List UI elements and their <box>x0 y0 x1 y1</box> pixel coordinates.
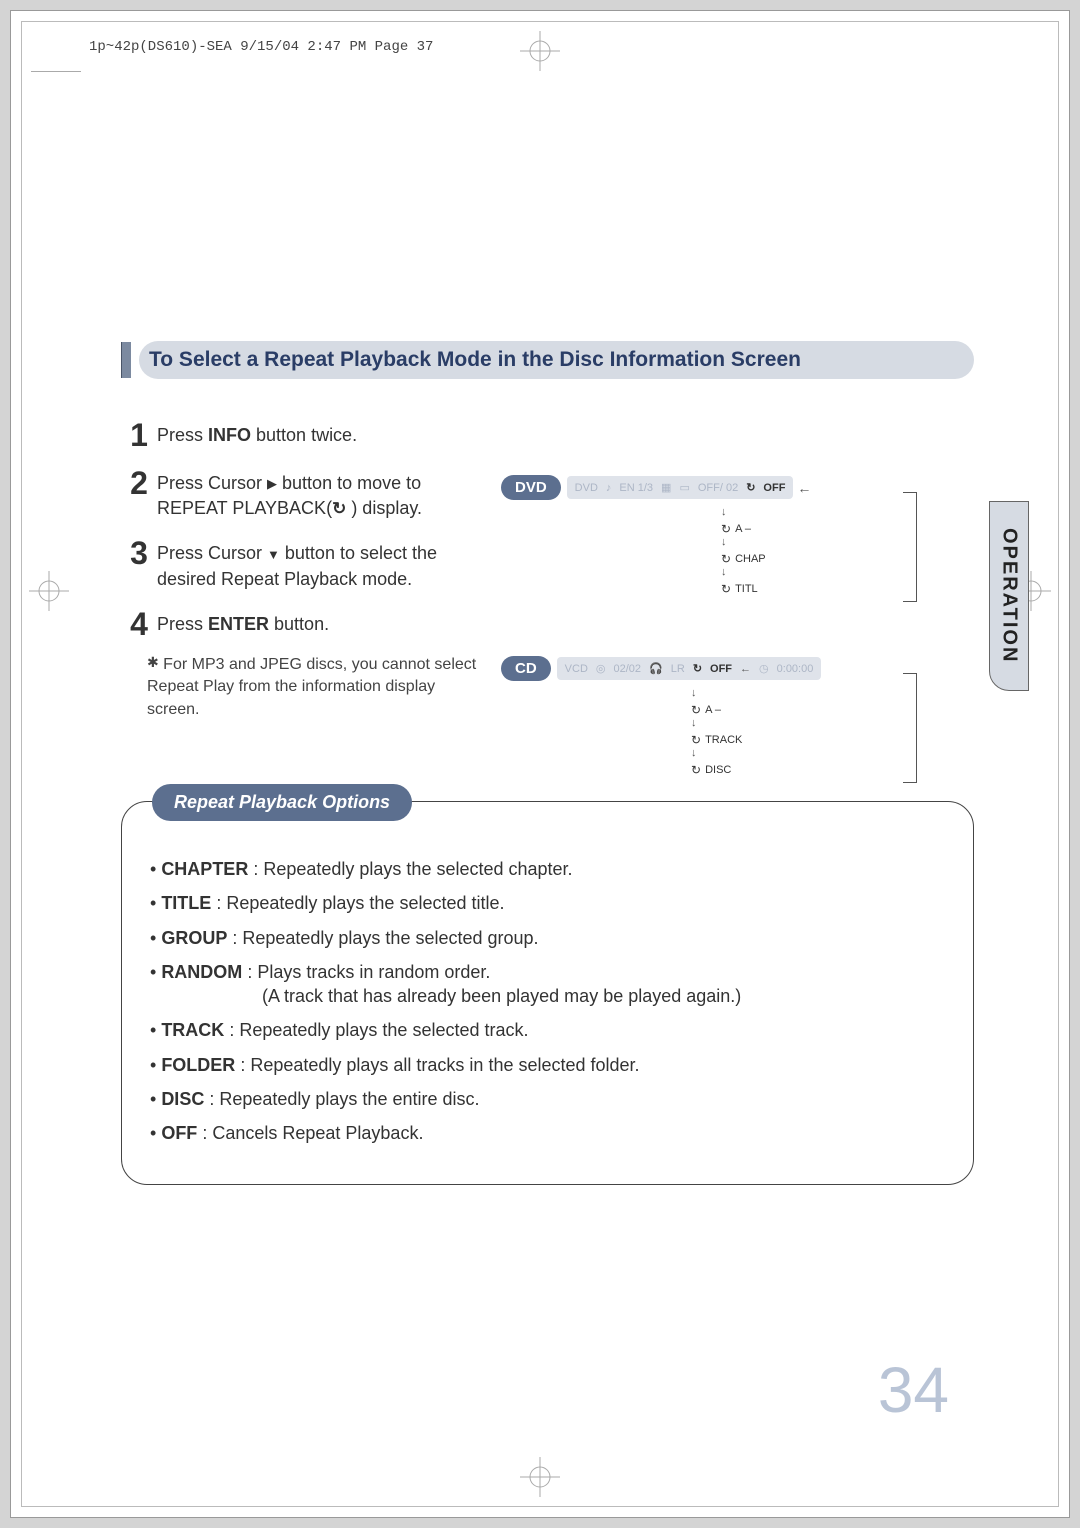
step-text: Press Cursor button to select the desire… <box>157 535 437 591</box>
asterisk-icon: ✱ <box>147 654 159 670</box>
step-number: 4 <box>121 606 157 640</box>
steps-column: 1 Press INFO button twice. 2 Press Curso… <box>121 417 481 721</box>
page-number: 34 <box>878 1353 949 1427</box>
cd-repeat-list: ↓ ↻A – ↓ ↻TRACK ↓ ↻DISC <box>691 687 901 777</box>
note-text: ✱ For MP3 and JPEG discs, you cannot sel… <box>147 654 481 721</box>
page-content: To Select a Repeat Playback Mode in the … <box>121 341 974 1417</box>
repeat-icon: ↻ <box>746 481 755 494</box>
step-text: Press Cursor button to move to REPEAT PL… <box>157 465 422 521</box>
cropmark-top <box>520 31 560 71</box>
osd-diagrams: DVD DVD ♪ EN 1/3 ▦ ▭ OFF/ 02 ↻ OFF ← <box>501 475 901 837</box>
subtitle-icon: ▭ <box>679 481 689 494</box>
repeat-icon: ↻ <box>721 552 731 566</box>
dolby-icon: ▦ <box>661 481 671 494</box>
step-text: Press INFO button twice. <box>157 417 357 448</box>
clock-icon: ◷ <box>759 662 769 675</box>
side-tab-label: OPERATION <box>998 528 1021 663</box>
outer-frame: 1p~42p(DS610)-SEA 9/15/04 2:47 PM Page 3… <box>10 10 1070 1518</box>
cursor-right-icon <box>267 475 277 493</box>
down-arrow-icon: ↓ <box>721 536 727 548</box>
repeat-icon: ↻ <box>691 703 701 717</box>
repeat-icon: ↻ <box>721 522 731 536</box>
options-title: Repeat Playback Options <box>152 784 412 821</box>
dvd-repeat-list: ↓ ↻A – ↓ ↻CHAP ↓ ↻TITL <box>721 506 901 596</box>
down-arrow-icon: ↓ <box>691 717 697 729</box>
disc-icon: ◎ <box>596 662 606 675</box>
repeat-icon: ↻ <box>691 763 701 777</box>
option-track: • TRACK : Repeatedly plays the selected … <box>150 1018 945 1042</box>
option-chapter: • CHAPTER : Repeatedly plays the selecte… <box>150 857 945 881</box>
cropmark-bottom <box>520 1457 560 1497</box>
down-arrow-icon: ↓ <box>721 506 727 518</box>
option-title: • TITLE : Repeatedly plays the selected … <box>150 891 945 915</box>
side-tab-operation: OPERATION <box>989 501 1029 691</box>
option-disc: • DISC : Repeatedly plays the entire dis… <box>150 1087 945 1111</box>
dvd-pill: DVD <box>501 475 561 500</box>
step-number: 1 <box>121 417 157 451</box>
section-accent-bar <box>121 342 131 378</box>
step-text: Press ENTER button. <box>157 606 329 637</box>
step-number: 2 <box>121 465 157 499</box>
cd-osd-bar: VCD ◎ 02/02 🎧 LR ↻ OFF ← ◷ 0:00:00 <box>557 657 822 680</box>
osd-dvd-block: DVD DVD ♪ EN 1/3 ▦ ▭ OFF/ 02 ↻ OFF ← <box>501 475 901 596</box>
loop-bracket <box>903 673 917 783</box>
step-1: 1 Press INFO button twice. <box>121 417 481 451</box>
down-arrow-icon: ↓ <box>721 566 727 578</box>
step-number: 3 <box>121 535 157 569</box>
step-3: 3 Press Cursor button to select the desi… <box>121 535 481 591</box>
cursor-down-icon <box>267 546 280 564</box>
section-title-text: To Select a Repeat Playback Mode in the … <box>139 341 974 379</box>
cut-mark-left <box>31 71 81 72</box>
cropmark-left <box>29 571 69 611</box>
headphone-icon: 🎧 <box>649 662 663 675</box>
selection-arrow-icon: ← <box>740 663 751 675</box>
option-off: • OFF : Cancels Repeat Playback. <box>150 1121 945 1145</box>
dvd-osd-bar: DVD ♪ EN 1/3 ▦ ▭ OFF/ 02 ↻ OFF <box>567 476 794 499</box>
repeat-icon: ↻ <box>691 733 701 747</box>
repeat-icon: ↻ <box>332 497 346 521</box>
print-header: 1p~42p(DS610)-SEA 9/15/04 2:47 PM Page 3… <box>89 39 433 55</box>
cd-pill: CD <box>501 656 551 681</box>
selection-arrow-icon: ← <box>797 480 811 496</box>
option-random: • RANDOM : Plays tracks in random order.… <box>150 960 945 1009</box>
option-group: • GROUP : Repeatedly plays the selected … <box>150 926 945 950</box>
osd-cd-block: CD VCD ◎ 02/02 🎧 LR ↻ OFF ← ◷ 0:00:00 <box>501 656 901 777</box>
repeat-icon: ↻ <box>721 582 731 596</box>
step-2: 2 Press Cursor button to move to REPEAT … <box>121 465 481 521</box>
loop-bracket <box>903 492 917 602</box>
sound-icon: ♪ <box>606 482 612 494</box>
down-arrow-icon: ↓ <box>691 747 697 759</box>
section-title: To Select a Repeat Playback Mode in the … <box>121 341 974 379</box>
repeat-icon: ↻ <box>693 662 702 675</box>
option-folder: • FOLDER : Repeatedly plays all tracks i… <box>150 1053 945 1077</box>
step-4: 4 Press ENTER button. <box>121 606 481 640</box>
repeat-options-box: Repeat Playback Options • CHAPTER : Repe… <box>121 801 974 1185</box>
down-arrow-icon: ↓ <box>691 687 697 699</box>
